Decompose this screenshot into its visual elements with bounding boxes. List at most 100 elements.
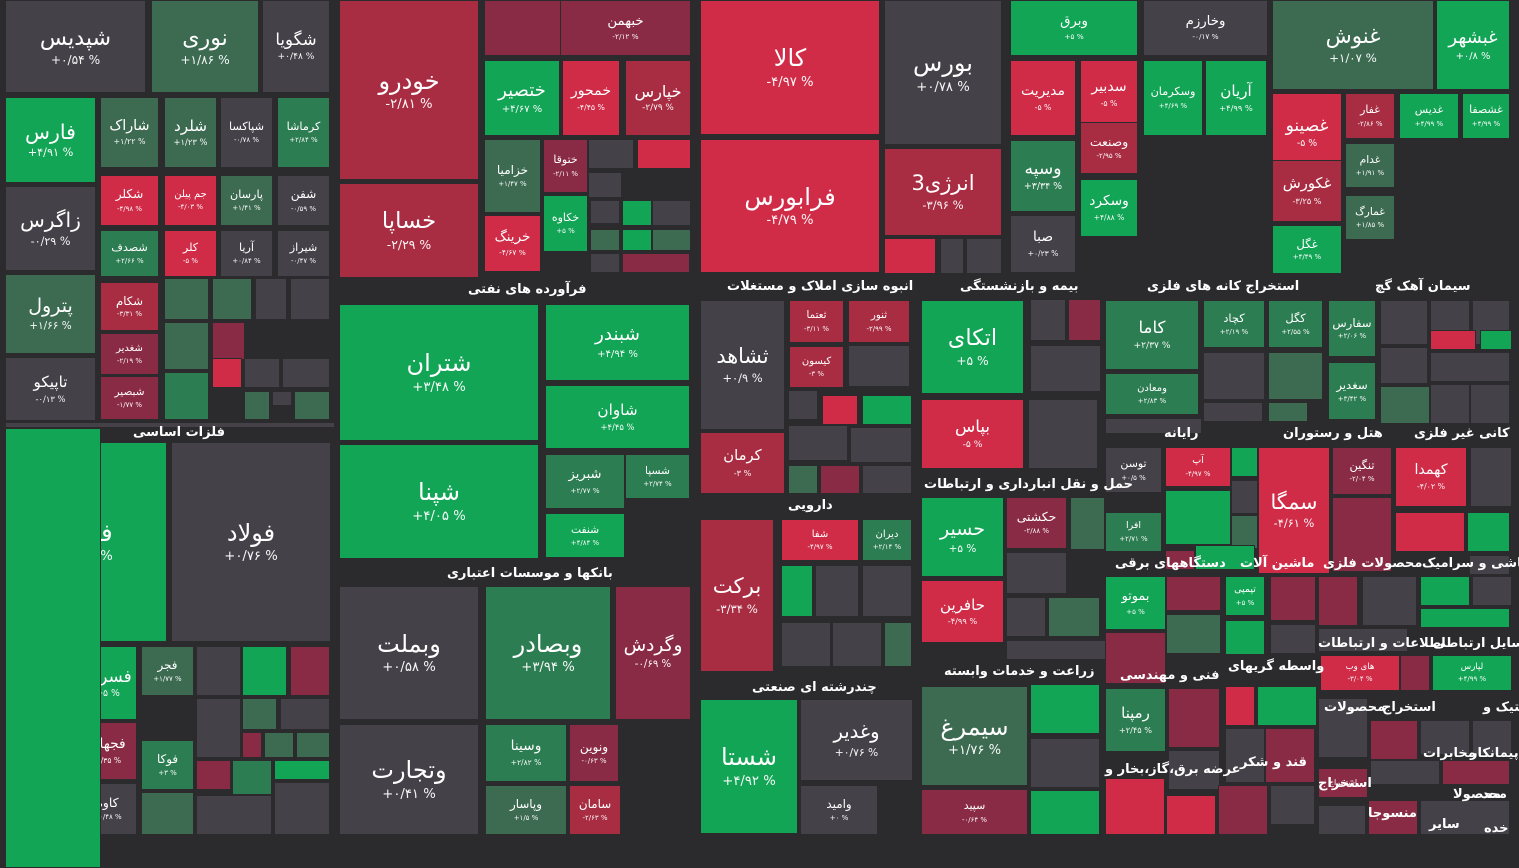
stock-tile-small-91[interactable] bbox=[781, 622, 831, 667]
stock-tile-2[interactable]: شگویا +۰/۴۸ % bbox=[262, 0, 330, 93]
stock-tile-small-103[interactable] bbox=[1472, 576, 1512, 606]
stock-tile-small-72[interactable] bbox=[1165, 490, 1231, 545]
stock-tile-60[interactable]: غدیس +۴/۹۹ % bbox=[1399, 93, 1459, 139]
stock-tile-small-34[interactable] bbox=[652, 200, 691, 226]
stock-tile-31[interactable]: خودرو -۲/۸۱ % bbox=[339, 0, 479, 180]
stock-tile-small-86[interactable] bbox=[1006, 640, 1106, 660]
stock-tile-115[interactable]: رمپنا +۲/۴۵ % bbox=[1105, 688, 1166, 752]
stock-tile-57[interactable]: غبشهر +۰/۸ % bbox=[1436, 0, 1510, 90]
stock-tile-small-97[interactable] bbox=[1225, 620, 1265, 655]
stock-tile-94[interactable]: توسن +۰/۵ % bbox=[1105, 447, 1162, 493]
stock-tile-32[interactable]: خساپا -۲/۲۹ % bbox=[339, 183, 479, 278]
stock-tile-small-19[interactable] bbox=[242, 698, 277, 730]
stock-tile-6[interactable]: شپاکسا -۰/۷۸ % bbox=[220, 97, 273, 168]
stock-tile-small-41[interactable] bbox=[884, 238, 936, 274]
stock-tile-75[interactable]: ثنور -۲/۹۹ % bbox=[848, 300, 910, 343]
stock-tile-small-127[interactable] bbox=[1368, 800, 1418, 835]
stock-tile-107[interactable]: تپمپی +۵ % bbox=[1225, 576, 1265, 616]
stock-tile-62[interactable]: غدام +۱/۹۱ % bbox=[1345, 143, 1395, 188]
stock-tile-12[interactable]: شفن -۰/۵۹ % bbox=[277, 175, 330, 226]
stock-tile-95[interactable]: آپ -۴/۹۷ % bbox=[1165, 447, 1231, 487]
stock-tile-90[interactable]: وسینا +۲/۸۲ % bbox=[485, 724, 567, 782]
stock-tile-small-70[interactable] bbox=[1430, 384, 1470, 424]
stock-tile-78[interactable]: اتکای +۵ % bbox=[921, 300, 1024, 394]
stock-tile-19[interactable]: شغدیر -۲/۱۹ % bbox=[100, 333, 159, 375]
stock-tile-small-124[interactable] bbox=[1370, 760, 1440, 785]
stock-tile-116[interactable]: استخراج bbox=[1318, 768, 1368, 798]
stock-tile-52[interactable]: وصنعت -۲/۹۵ % bbox=[1080, 122, 1138, 174]
stock-tile-small-89[interactable] bbox=[815, 565, 859, 617]
stock-tile-40[interactable]: خکاوه +۵ % bbox=[543, 195, 588, 252]
stock-tile-11[interactable]: پارسان +۱/۴۱ % bbox=[220, 175, 273, 226]
stock-tile-111[interactable]: وغدیر +۰/۷۶ % bbox=[800, 699, 913, 781]
stock-tile-18[interactable]: شکام -۳/۳۱ % bbox=[100, 282, 159, 331]
stock-tile-small-29[interactable] bbox=[196, 795, 272, 835]
stock-tile-21[interactable]: شبصیر -۱/۷۷ % bbox=[100, 376, 159, 420]
stock-tile-68[interactable]: شاوان +۴/۴۵ % bbox=[545, 385, 690, 449]
stock-tile-108[interactable]: های وب -۳/۰۴ % bbox=[1320, 655, 1400, 691]
stock-tile-83[interactable]: ومعادن +۲/۸۳ % bbox=[1105, 373, 1199, 415]
stock-tile-13[interactable]: شصدف +۲/۶۶ % bbox=[100, 230, 159, 277]
stock-tile-small-28[interactable] bbox=[274, 782, 330, 835]
stock-tile-small-68[interactable] bbox=[1430, 352, 1510, 382]
stock-tile-113[interactable]: سیمرغ +۱/۷۶ % bbox=[921, 686, 1028, 786]
stock-tile-small-8[interactable] bbox=[212, 358, 242, 388]
stock-tile-small-83[interactable] bbox=[1006, 552, 1067, 594]
stock-tile-small-26[interactable] bbox=[232, 760, 272, 795]
stock-tile-101[interactable]: حکشتی -۲/۸۸ % bbox=[1006, 497, 1067, 549]
stock-tile-73[interactable]: ثشاهد +۰/۹ % bbox=[700, 300, 785, 430]
stock-tile-34[interactable]: خبهمن -۲/۱۲ % bbox=[560, 0, 691, 56]
stock-tile-small-61[interactable] bbox=[1268, 402, 1308, 422]
stock-tile-106[interactable]: بموتو +۵ % bbox=[1105, 576, 1166, 630]
stock-tile-small-69[interactable] bbox=[1380, 386, 1430, 424]
stock-tile-small-67[interactable] bbox=[1480, 330, 1512, 350]
stock-tile-small-60[interactable] bbox=[1203, 402, 1263, 422]
stock-tile-45[interactable]: انرژی3 -۳/۹۶ % bbox=[884, 148, 1002, 236]
stock-tile-110[interactable]: شستا +۴/۹۲ % bbox=[700, 699, 798, 834]
stock-tile-79[interactable]: بپاس -۵ % bbox=[921, 399, 1024, 469]
stock-tile-10[interactable]: جم پیلن -۴/۰۳ % bbox=[164, 175, 217, 226]
stock-tile-small-42[interactable] bbox=[940, 238, 964, 274]
stock-tile-17[interactable]: پترول +۱/۶۶ % bbox=[5, 274, 96, 354]
stock-tile-small-56[interactable] bbox=[1028, 399, 1098, 469]
stock-tile-99[interactable]: کهمدا -۴/۰۲ % bbox=[1395, 447, 1467, 507]
stock-tile-72[interactable]: شنفت +۴/۸۴ % bbox=[545, 513, 625, 558]
stock-tile-small-48[interactable] bbox=[850, 427, 912, 463]
stock-tile-small-84[interactable] bbox=[1006, 597, 1046, 637]
stock-tile-23[interactable]: فولاد +۰/۷۶ % bbox=[171, 442, 331, 642]
stock-tile-small-53[interactable] bbox=[1030, 299, 1066, 341]
stock-tile-small-38[interactable] bbox=[652, 229, 691, 251]
stock-tile-small-94[interactable] bbox=[1166, 576, 1221, 611]
stock-tile-small-128[interactable] bbox=[1318, 805, 1366, 835]
stock-tile-small-24[interactable] bbox=[141, 792, 194, 835]
stock-tile-small-96[interactable] bbox=[1166, 614, 1221, 654]
stock-tile-15[interactable]: آریا +۰/۸۴ % bbox=[220, 230, 273, 277]
stock-tile-small-33[interactable] bbox=[622, 200, 652, 226]
stock-tile-small-0[interactable] bbox=[5, 428, 101, 868]
stock-tile-89[interactable]: وتجارت +۰/۴۱ % bbox=[339, 724, 479, 835]
stock-tile-1[interactable]: نوری +۱/۸۶ % bbox=[151, 0, 259, 93]
stock-tile-small-77[interactable] bbox=[1195, 545, 1255, 570]
stock-tile-103[interactable]: برکت -۳/۳۴ % bbox=[700, 519, 774, 672]
stock-tile-small-18[interactable] bbox=[196, 698, 241, 758]
stock-tile-small-9[interactable] bbox=[244, 358, 280, 388]
stock-tile-small-54[interactable] bbox=[1068, 299, 1101, 341]
stock-tile-small-40[interactable] bbox=[622, 253, 690, 273]
stock-tile-59[interactable]: غفار -۲/۸۶ % bbox=[1345, 93, 1395, 139]
stock-tile-small-114[interactable] bbox=[1225, 728, 1265, 783]
stock-tile-small-21[interactable] bbox=[242, 732, 262, 758]
stock-tile-98[interactable]: تنگین -۲/۰۴ % bbox=[1332, 447, 1392, 495]
stock-tile-69[interactable]: شپنا +۴/۰۵ % bbox=[339, 444, 539, 559]
stock-tile-small-1[interactable] bbox=[5, 422, 335, 428]
stock-tile-67[interactable]: شبندر +۴/۹۴ % bbox=[545, 304, 690, 381]
stock-tile-61[interactable]: غشصفا +۴/۹۹ % bbox=[1462, 93, 1510, 139]
stock-tile-37[interactable]: خپارس -۲/۷۹ % bbox=[625, 60, 691, 136]
stock-tile-small-111[interactable] bbox=[1168, 750, 1220, 790]
stock-tile-small-98[interactable] bbox=[1270, 576, 1316, 621]
stock-tile-105[interactable]: دیران +۲/۱۴ % bbox=[862, 519, 912, 561]
stock-tile-small-20[interactable] bbox=[280, 698, 330, 730]
stock-tile-small-11[interactable] bbox=[164, 372, 209, 420]
stock-tile-102[interactable]: حافرین -۴/۹۹ % bbox=[921, 580, 1004, 643]
stock-tile-small-109[interactable] bbox=[1030, 790, 1100, 835]
stock-tile-71[interactable]: شسپا +۲/۷۴ % bbox=[625, 454, 690, 499]
